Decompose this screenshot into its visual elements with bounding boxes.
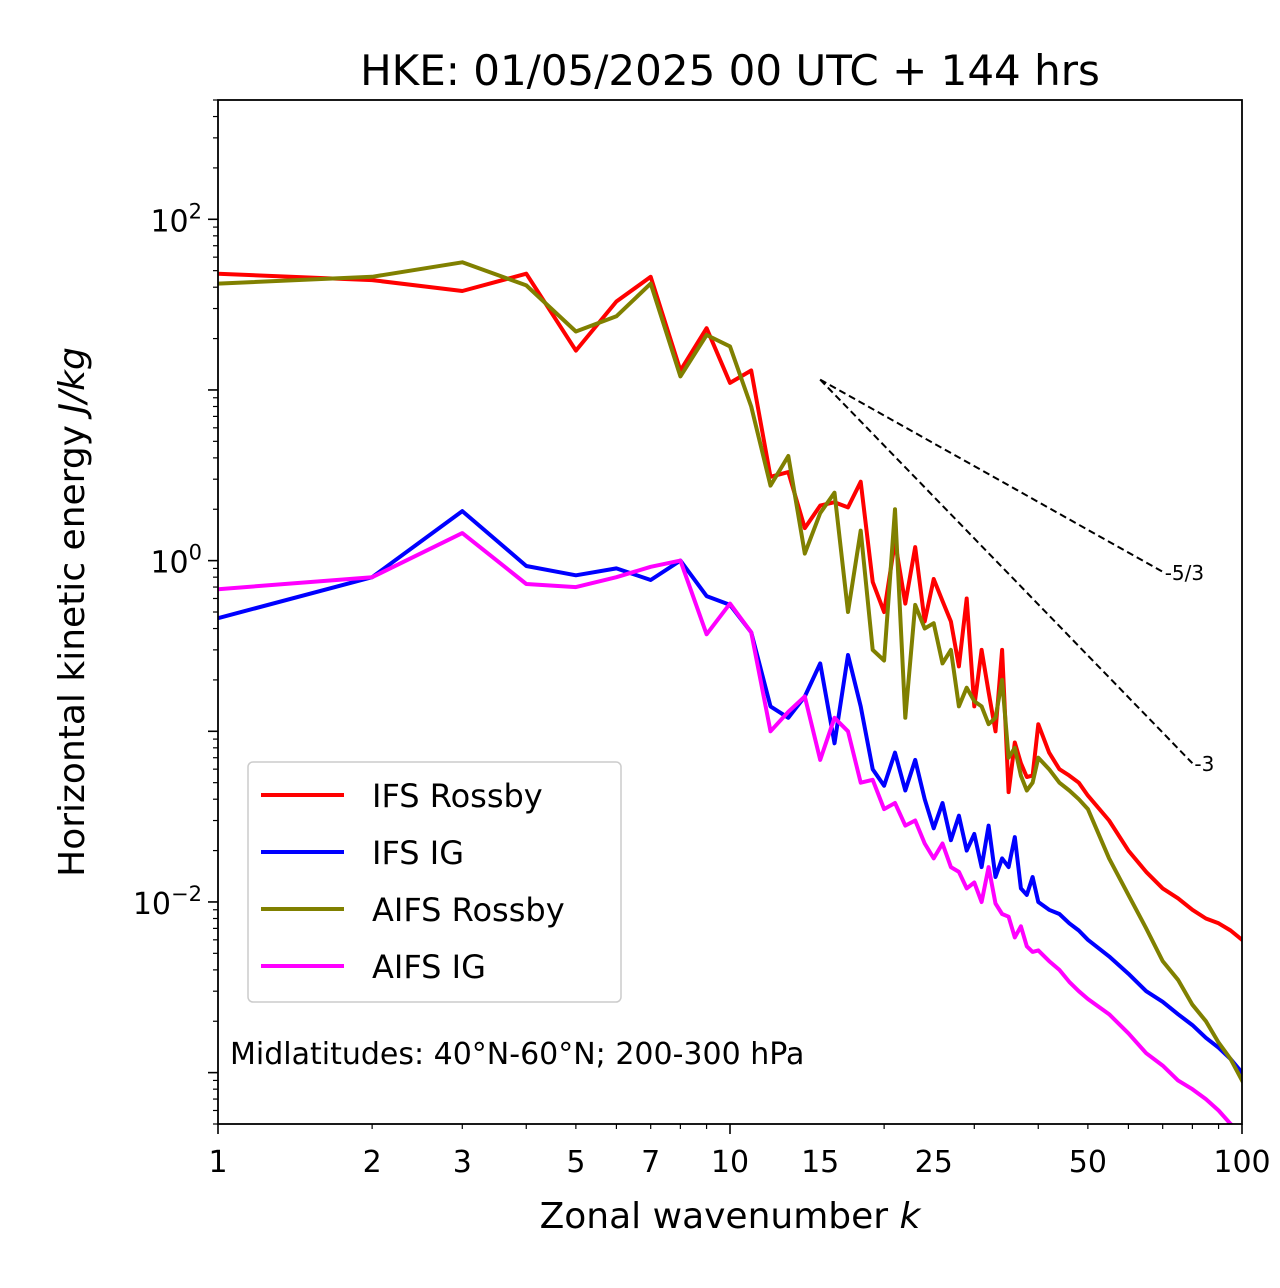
series-line-0 xyxy=(218,271,1242,943)
legend-label-2: AIFS Rossby xyxy=(372,891,565,929)
slope-label-1: -3 xyxy=(1194,752,1214,776)
slope-lines xyxy=(819,378,1194,764)
x-tick-label: 7 xyxy=(641,1145,660,1180)
x-axis-label: Zonal wavenumber k xyxy=(540,1196,923,1237)
legend: IFS Rossby IFS IG AIFS Rossby AIFS IG xyxy=(247,761,622,1003)
series-line-3 xyxy=(218,531,1235,1124)
x-tick-label: 10 xyxy=(711,1145,749,1180)
y-tick-label: 10−2 xyxy=(133,882,202,922)
slope-line-1 xyxy=(819,378,1194,764)
x-tick-label: 25 xyxy=(915,1145,953,1180)
x-axis-label-text: Zonal wavenumber xyxy=(540,1196,900,1237)
x-tick-label: 50 xyxy=(1069,1145,1107,1180)
legend-box xyxy=(247,761,622,1003)
x-tick-label: 5 xyxy=(566,1145,585,1180)
x-tick-label: 3 xyxy=(453,1145,472,1180)
legend-items: IFS Rossby IFS IG AIFS Rossby AIFS IG xyxy=(261,777,565,986)
y-tick-label: 100 xyxy=(150,541,202,581)
y-axis-label-variable: J/kg xyxy=(52,347,93,419)
series-layer xyxy=(218,260,1242,1124)
legend-label-1: IFS IG xyxy=(372,834,464,872)
legend-label-0: IFS Rossby xyxy=(372,777,543,815)
x-axis-label-variable: k xyxy=(900,1196,923,1237)
y-axis-label: Horizontal kinetic energy J/kg xyxy=(52,347,93,877)
chart-title: HKE: 01/05/2025 00 UTC + 144 hrs xyxy=(360,46,1100,95)
x-tick-label: 2 xyxy=(363,1145,382,1180)
series-line-2 xyxy=(218,260,1242,1084)
slope-labels: -5/3 -3 xyxy=(1165,561,1215,776)
x-tick-label: 15 xyxy=(801,1145,839,1180)
legend-label-3: AIFS IG xyxy=(372,948,486,986)
region-annotation: Midlatitudes: 40°N-60°N; 200-300 hPa xyxy=(230,1037,804,1072)
slope-label-0: -5/3 xyxy=(1165,561,1204,585)
y-axis-ticks: 102 100 10−2 xyxy=(133,99,218,1125)
y-tick-label: 102 xyxy=(150,199,202,239)
x-tick-label: 100 xyxy=(1213,1145,1270,1180)
x-tick-label: 1 xyxy=(208,1145,227,1180)
y-axis-label-text: Horizontal kinetic energy xyxy=(52,414,93,877)
x-axis-ticks: 1 2 3 5 7 10 15 25 50 100 xyxy=(208,1124,1271,1180)
